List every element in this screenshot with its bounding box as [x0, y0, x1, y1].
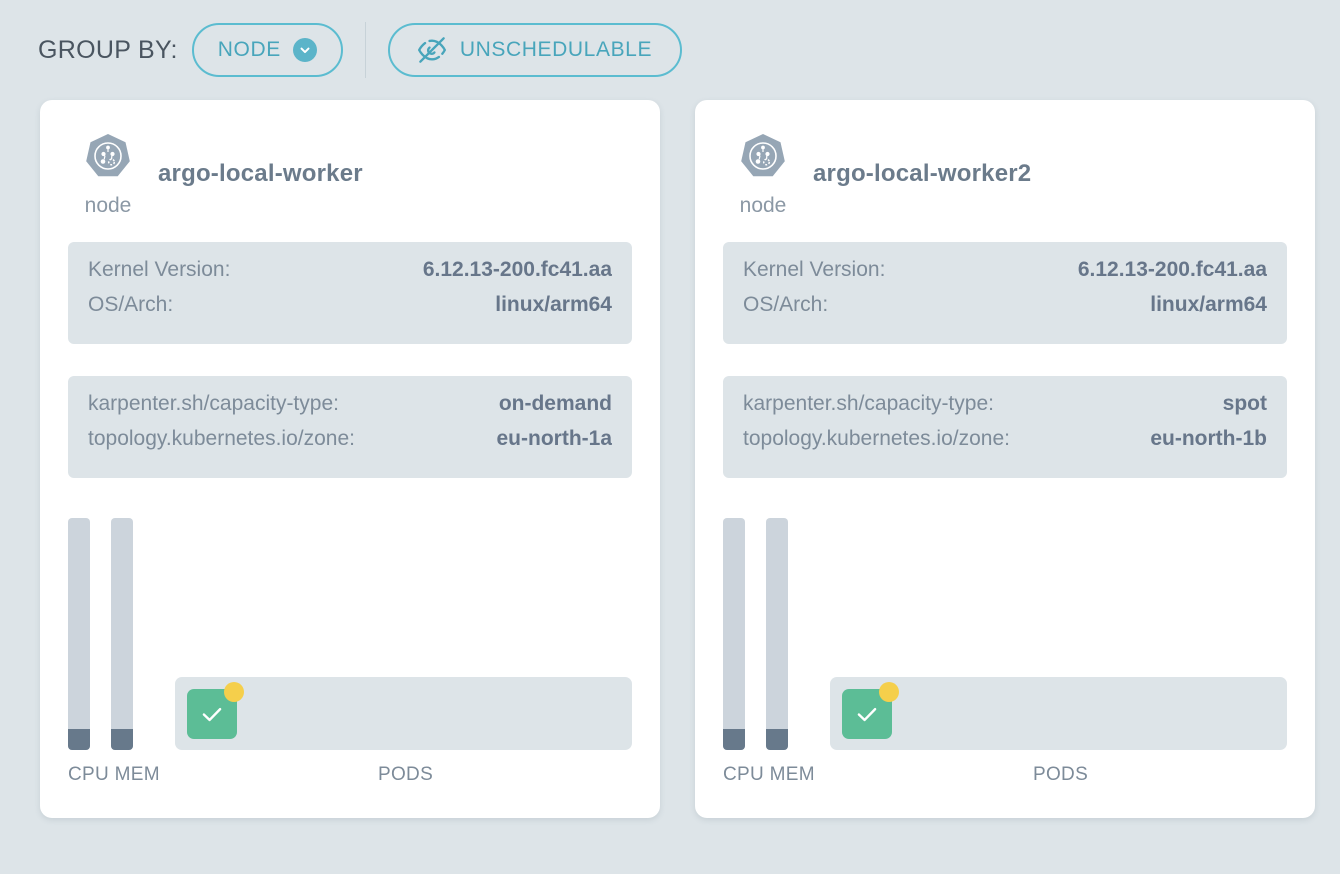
pod-item[interactable] — [842, 681, 899, 739]
mem-usage-fill — [111, 729, 133, 750]
label-value: eu-north-1b — [1150, 427, 1267, 450]
node-labels-panel: karpenter.sh/capacity-type: spot topolog… — [723, 376, 1287, 478]
mem-usage-bar — [766, 518, 788, 750]
node-metrics — [68, 518, 632, 750]
pod-item[interactable] — [187, 681, 244, 739]
node-card[interactable]: node argo-local-worker2 Kernel Version: … — [695, 100, 1315, 818]
resource-bars — [68, 518, 133, 750]
node-card-header: node argo-local-worker2 — [723, 130, 1287, 230]
info-key: OS/Arch: — [88, 293, 174, 316]
spacer — [68, 344, 632, 364]
resource-bars — [723, 518, 788, 750]
spacer — [723, 344, 1287, 364]
cpu-mem-label: CPU MEM — [723, 764, 815, 785]
label-row: karpenter.sh/capacity-type: on-demand — [88, 392, 612, 427]
node-info-panel: Kernel Version: 6.12.13-200.fc41.aa OS/A… — [723, 242, 1287, 344]
eye-off-icon — [417, 36, 446, 64]
label-key: topology.kubernetes.io/zone: — [743, 427, 1010, 450]
label-row: karpenter.sh/capacity-type: spot — [743, 392, 1267, 427]
label-row: topology.kubernetes.io/zone: eu-north-1b — [743, 427, 1267, 462]
node-identity: node — [80, 130, 136, 216]
info-key: Kernel Version: — [743, 258, 886, 281]
label-key: topology.kubernetes.io/zone: — [88, 427, 355, 450]
node-card-list: node argo-local-worker Kernel Version: 6… — [0, 100, 1340, 818]
cpu-usage-fill — [723, 729, 745, 750]
pods-label: PODS — [1033, 764, 1089, 785]
node-kind-label: node — [739, 194, 787, 217]
pods-label: PODS — [378, 764, 434, 785]
info-key: OS/Arch: — [743, 293, 829, 316]
node-name: argo-local-worker2 — [813, 160, 1032, 187]
info-value: 6.12.13-200.fc41.aa — [422, 258, 612, 281]
info-value: linux/arm64 — [1150, 293, 1267, 316]
toolbar-divider — [364, 22, 366, 78]
info-key: Kernel Version: — [88, 258, 231, 281]
pod-warning-badge — [224, 681, 244, 702]
label-value: eu-north-1a — [496, 427, 613, 450]
mem-usage-bar — [111, 518, 133, 750]
cpu-usage-bar — [68, 518, 90, 750]
group-by-node-label: NODE — [217, 38, 281, 61]
node-labels-panel: karpenter.sh/capacity-type: on-demand to… — [68, 376, 632, 478]
label-key: karpenter.sh/capacity-type: — [743, 392, 994, 415]
node-name: argo-local-worker — [158, 160, 363, 187]
metric-legend: CPU MEM PODS — [68, 764, 632, 792]
cpu-mem-label: CPU MEM — [68, 764, 160, 785]
toolbar: GROUP BY: NODE UNSCHEDULABLE — [0, 0, 1340, 100]
node-identity: node — [735, 130, 791, 216]
chevron-down-icon — [292, 38, 317, 62]
label-row: topology.kubernetes.io/zone: eu-north-1a — [88, 427, 612, 462]
info-row: Kernel Version: 6.12.13-200.fc41.aa — [88, 258, 612, 293]
unschedulable-label: UNSCHEDULABLE — [459, 38, 653, 61]
info-value: linux/arm64 — [495, 293, 612, 316]
info-value: 6.12.13-200.fc41.aa — [1077, 258, 1267, 281]
group-by-node-button[interactable]: NODE — [191, 23, 343, 77]
node-info-panel: Kernel Version: 6.12.13-200.fc41.aa OS/A… — [68, 242, 632, 344]
pods-panel — [175, 677, 632, 750]
kubernetes-node-icon — [82, 130, 134, 187]
info-row: OS/Arch: linux/arm64 — [88, 293, 612, 328]
cpu-usage-fill — [68, 729, 90, 750]
unschedulable-button[interactable]: UNSCHEDULABLE — [387, 23, 683, 77]
label-value: spot — [1222, 392, 1267, 415]
node-card-header: node argo-local-worker — [68, 130, 632, 230]
label-value: on-demand — [498, 392, 612, 415]
mem-usage-fill — [766, 729, 788, 750]
info-row: OS/Arch: linux/arm64 — [743, 293, 1267, 328]
pods-panel — [830, 677, 1287, 750]
label-key: karpenter.sh/capacity-type: — [88, 392, 339, 415]
pod-warning-badge — [879, 681, 899, 702]
node-card[interactable]: node argo-local-worker Kernel Version: 6… — [40, 100, 660, 818]
cpu-usage-bar — [723, 518, 745, 750]
group-by-label: GROUP BY: — [38, 35, 178, 64]
kubernetes-node-icon — [737, 130, 789, 187]
node-kind-label: node — [84, 194, 132, 217]
info-row: Kernel Version: 6.12.13-200.fc41.aa — [743, 258, 1267, 293]
node-metrics — [723, 518, 1287, 750]
metric-legend: CPU MEM PODS — [723, 764, 1287, 792]
